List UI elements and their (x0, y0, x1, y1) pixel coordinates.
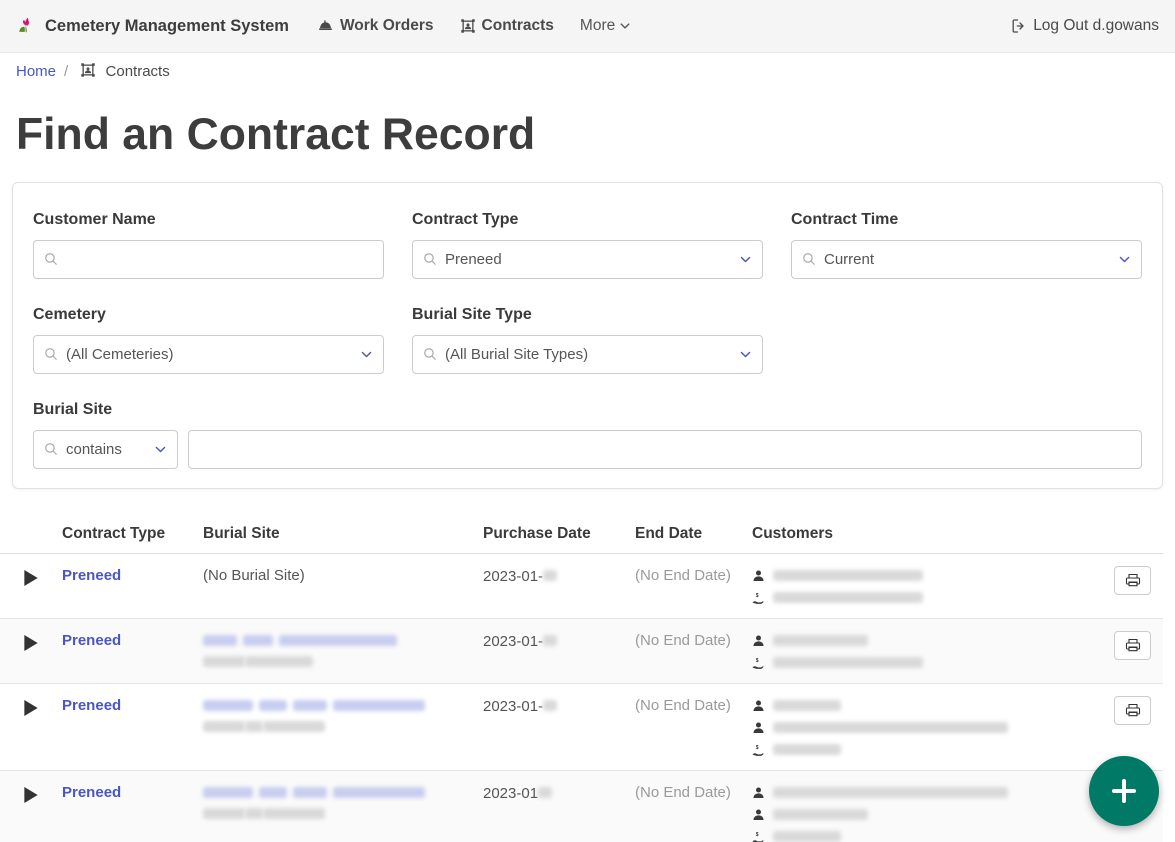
svg-text:$: $ (756, 592, 759, 598)
svg-text:$: $ (756, 831, 759, 837)
svg-text:$: $ (756, 744, 759, 750)
svg-text:$: $ (756, 657, 759, 663)
